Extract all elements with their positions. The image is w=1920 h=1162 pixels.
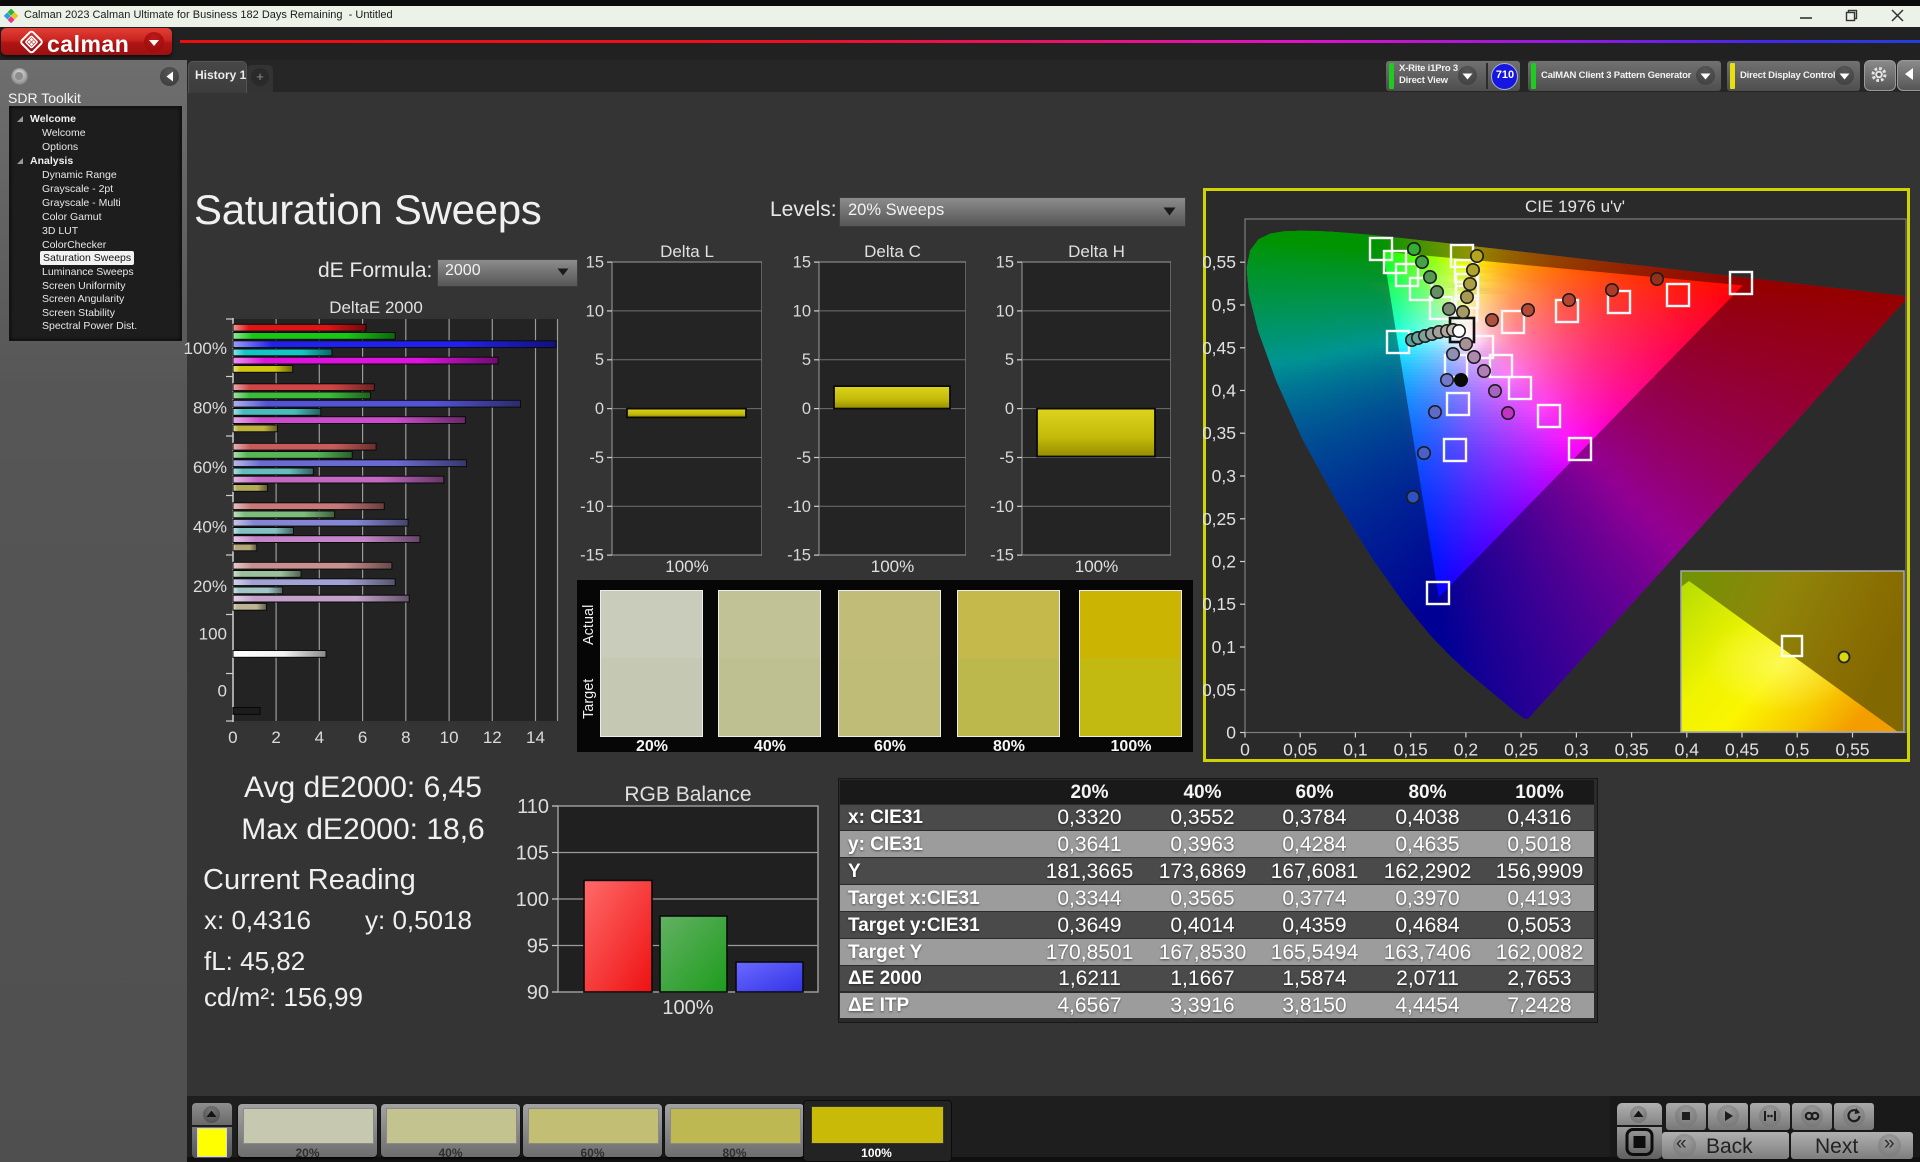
svg-text:15: 15 (793, 254, 811, 272)
svg-text:0,2: 0,2 (1212, 552, 1236, 572)
svg-text:0: 0 (802, 400, 811, 418)
svg-text:0,3: 0,3 (1212, 466, 1236, 486)
svg-text:0: 0 (228, 728, 237, 747)
svg-text:Delta C: Delta C (864, 242, 921, 261)
svg-text:8: 8 (401, 728, 410, 747)
svg-text:0: 0 (595, 400, 604, 418)
svg-text:0,55: 0,55 (1203, 252, 1236, 272)
svg-text:0,1: 0,1 (1212, 637, 1236, 657)
svg-text:100%: 100% (184, 339, 227, 358)
svg-text:6: 6 (358, 728, 367, 747)
svg-text:15: 15 (586, 254, 604, 272)
svg-text:100%: 100% (1075, 557, 1118, 576)
svg-text:100: 100 (516, 889, 549, 911)
svg-text:0,4: 0,4 (1675, 740, 1700, 760)
svg-text:0,05: 0,05 (1203, 680, 1236, 700)
svg-text:10: 10 (793, 302, 811, 320)
svg-text:95: 95 (527, 936, 549, 958)
svg-text:0,3: 0,3 (1564, 740, 1588, 760)
svg-text:110: 110 (517, 796, 549, 818)
svg-text:-5: -5 (796, 449, 811, 467)
svg-text:20%: 20% (193, 577, 227, 596)
svg-text:0,5: 0,5 (1212, 295, 1236, 315)
svg-text:Delta L: Delta L (660, 242, 714, 261)
svg-text:0,25: 0,25 (1203, 509, 1236, 529)
svg-text:0,35: 0,35 (1203, 423, 1236, 443)
svg-text:CIE 1976 u'v': CIE 1976 u'v' (1525, 197, 1625, 216)
svg-text:DeltaE 2000: DeltaE 2000 (329, 298, 423, 317)
svg-text:90: 90 (527, 982, 549, 1004)
svg-text:0,2: 0,2 (1454, 740, 1478, 760)
svg-text:100%: 100% (871, 557, 914, 576)
svg-text:0,15: 0,15 (1394, 740, 1428, 760)
svg-text:0,1: 0,1 (1343, 740, 1367, 760)
svg-text:-15: -15 (990, 547, 1014, 565)
svg-text:-15: -15 (580, 547, 604, 565)
svg-text:60%: 60% (193, 458, 227, 477)
svg-text:100%: 100% (665, 557, 708, 576)
svg-text:4: 4 (315, 728, 324, 747)
svg-text:80%: 80% (193, 399, 227, 418)
svg-text:RGB Balance: RGB Balance (624, 783, 751, 806)
svg-text:40%: 40% (193, 518, 227, 537)
svg-text:5: 5 (1005, 351, 1014, 369)
svg-text:0,55: 0,55 (1835, 740, 1869, 760)
svg-text:5: 5 (802, 351, 811, 369)
svg-text:0,45: 0,45 (1203, 338, 1236, 358)
svg-text:0: 0 (1226, 723, 1236, 743)
svg-text:-10: -10 (580, 498, 604, 516)
svg-text:0: 0 (1240, 740, 1250, 760)
svg-text:0: 0 (1005, 400, 1014, 418)
svg-text:10: 10 (586, 302, 604, 320)
svg-text:-5: -5 (589, 449, 604, 467)
svg-text:100: 100 (199, 625, 227, 644)
svg-text:0,05: 0,05 (1283, 740, 1317, 760)
svg-text:100%: 100% (662, 997, 713, 1019)
svg-text:-10: -10 (990, 498, 1014, 516)
svg-text:2: 2 (271, 728, 280, 747)
svg-text:-15: -15 (787, 547, 811, 565)
svg-text:0,15: 0,15 (1203, 594, 1236, 614)
svg-text:-10: -10 (787, 498, 811, 516)
svg-text:12: 12 (483, 728, 502, 747)
svg-text:0,45: 0,45 (1725, 740, 1759, 760)
svg-text:14: 14 (526, 728, 545, 747)
svg-text:0,4: 0,4 (1212, 381, 1237, 401)
svg-text:5: 5 (595, 351, 604, 369)
svg-text:0,35: 0,35 (1615, 740, 1649, 760)
svg-text:Delta H: Delta H (1068, 242, 1125, 261)
svg-text:105: 105 (516, 843, 549, 865)
svg-text:10: 10 (996, 302, 1014, 320)
svg-text:0,5: 0,5 (1785, 740, 1809, 760)
svg-text:15: 15 (996, 254, 1014, 272)
svg-text:0: 0 (218, 682, 227, 701)
svg-text:10: 10 (440, 728, 459, 747)
svg-text:-5: -5 (999, 449, 1014, 467)
svg-text:0,25: 0,25 (1504, 740, 1538, 760)
